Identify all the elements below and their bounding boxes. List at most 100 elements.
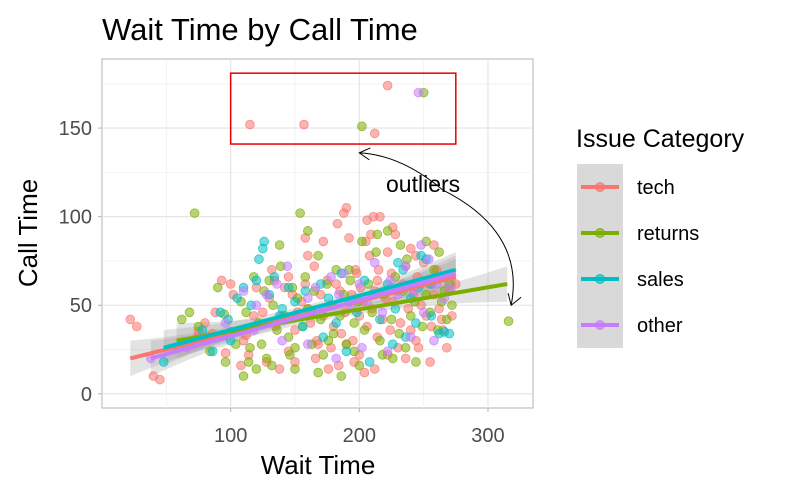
point-sales (426, 311, 437, 321)
x-tick-label: 200 (343, 425, 376, 447)
data-points (125, 80, 514, 385)
point-other (310, 282, 321, 293)
point-returns (176, 314, 187, 325)
point-sales (318, 332, 329, 342)
point-returns (290, 364, 300, 374)
point-other (238, 286, 249, 296)
point-tech (369, 128, 380, 139)
point-sales (341, 346, 352, 357)
point-returns (349, 318, 359, 328)
outlier-box (229, 72, 457, 145)
point-tech (131, 321, 142, 332)
point-tech (245, 119, 255, 130)
legend-title: Issue Category (576, 125, 745, 153)
point-other (413, 87, 424, 98)
point-returns (313, 367, 323, 378)
legend-key-point (595, 274, 605, 284)
point-sales (297, 321, 308, 332)
point-returns (261, 353, 272, 364)
point-sales (158, 357, 169, 367)
point-returns (238, 371, 249, 381)
point-returns (345, 275, 356, 286)
point-tech (425, 357, 435, 367)
point-returns (274, 240, 285, 250)
trend-line-other (150, 271, 457, 361)
point-sales (254, 254, 264, 264)
point-returns (371, 247, 381, 257)
point-other (277, 335, 287, 346)
point-other (400, 261, 411, 272)
point-tech (362, 215, 372, 226)
point-returns (189, 208, 200, 218)
legend-key-point (595, 320, 605, 330)
point-tech (405, 243, 416, 254)
point-other (272, 279, 282, 289)
point-tech (274, 364, 285, 374)
point-returns (268, 300, 278, 311)
point-tech (236, 360, 246, 371)
point-returns (447, 300, 457, 311)
point-tech (299, 119, 309, 130)
arrow-right (442, 189, 514, 306)
point-returns (434, 247, 444, 257)
x-tick-label: 100 (214, 425, 247, 447)
x-tick-label: 300 (471, 425, 504, 447)
point-tech (249, 311, 259, 321)
point-other (357, 342, 367, 353)
point-sales (411, 318, 421, 328)
point-other (385, 275, 395, 286)
point-tech (155, 374, 165, 385)
point-returns (354, 360, 365, 371)
chart-title: Wait Time by Call Time (102, 12, 418, 47)
point-returns (411, 357, 421, 367)
x-axis: 100 200 300 (214, 408, 505, 447)
point-other (251, 300, 262, 311)
point-returns (382, 226, 393, 236)
point-returns (359, 325, 370, 335)
point-returns (375, 335, 385, 346)
point-tech (385, 325, 395, 335)
point-returns (267, 360, 277, 371)
point-returns (387, 353, 398, 364)
point-other (429, 335, 439, 346)
point-returns (220, 357, 231, 367)
point-tech (290, 325, 300, 335)
point-sales (393, 257, 403, 268)
point-returns (336, 371, 347, 381)
y-axis-label: Call Time (13, 179, 43, 287)
point-other (418, 307, 429, 318)
point-other (303, 293, 313, 303)
point-tech (372, 275, 383, 286)
trend-line-sales (163, 267, 457, 350)
legend-label-other: other (637, 315, 683, 337)
legend-label-returns: returns (637, 223, 699, 245)
point-returns (241, 307, 251, 318)
point-sales (331, 318, 341, 328)
y-tick-label: 0 (81, 384, 92, 406)
point-sales (290, 296, 300, 307)
point-tech (225, 279, 236, 289)
point-returns (290, 342, 300, 353)
point-returns (441, 314, 452, 325)
point-returns (318, 350, 329, 360)
point-tech (125, 314, 136, 325)
outliers-annotation: outliers (229, 72, 522, 307)
arrow-left (359, 152, 444, 191)
point-tech (309, 261, 320, 272)
point-returns (295, 208, 305, 218)
trend-lines (129, 267, 508, 361)
x-axis-label: Wait Time (261, 450, 376, 480)
grid (102, 59, 533, 408)
point-returns (243, 357, 254, 367)
point-other (377, 307, 388, 318)
point-returns (245, 342, 255, 353)
point-returns (184, 307, 195, 318)
point-other (220, 318, 231, 328)
y-axis: 0 50 100 150 (59, 118, 102, 406)
legend: Issue Category tech returns sales other (576, 125, 745, 348)
point-returns (386, 314, 397, 325)
point-sales (444, 328, 455, 339)
point-other (405, 332, 416, 342)
point-other (333, 289, 344, 300)
